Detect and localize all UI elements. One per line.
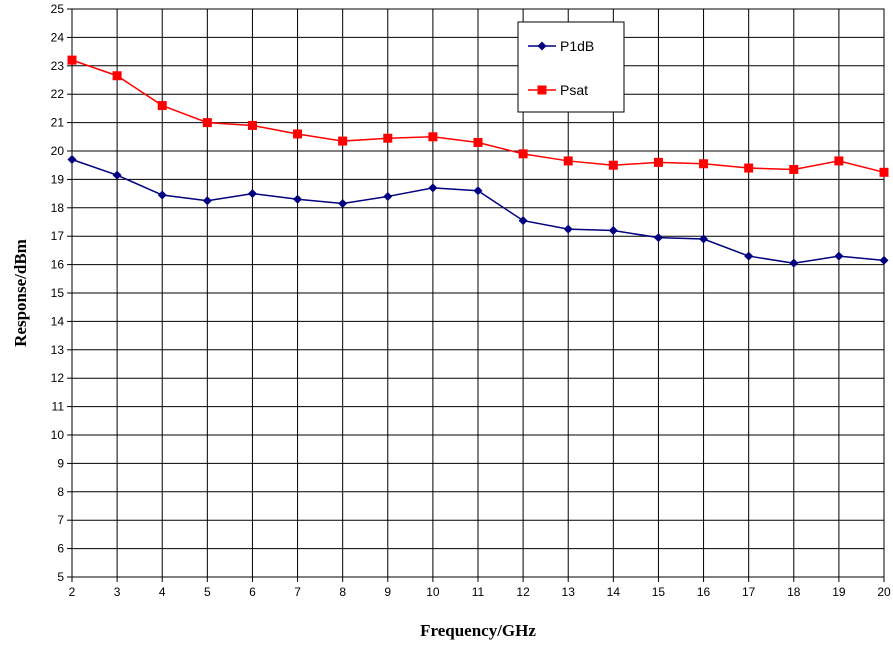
x-tick-label: 7	[294, 585, 301, 599]
series-psat	[67, 55, 889, 177]
legend-label: Psat	[560, 82, 588, 98]
y-tick-label: 20	[51, 144, 65, 158]
x-tick-label: 10	[426, 585, 440, 599]
y-tick-label: 18	[51, 201, 65, 215]
data-point	[834, 156, 844, 166]
data-point	[247, 189, 257, 199]
y-tick-label: 17	[51, 229, 65, 243]
data-point	[744, 163, 754, 173]
y-tick-label: 14	[51, 314, 65, 328]
legend-item-p1db: P1dB	[528, 38, 594, 54]
legend-items: P1dB Psat	[528, 38, 594, 98]
data-point	[473, 186, 483, 196]
x-tick-label: 15	[652, 585, 666, 599]
x-tick-label: 9	[384, 585, 391, 599]
x-tick-label: 19	[832, 585, 846, 599]
legend-label: P1dB	[560, 38, 594, 54]
grid	[71, 8, 885, 578]
x-tick-label: 5	[204, 585, 211, 599]
legend: P1dB Psat	[517, 21, 625, 113]
x-tick-label: 13	[562, 585, 576, 599]
data-point	[202, 196, 212, 206]
data-point	[112, 71, 122, 81]
data-point	[699, 234, 709, 244]
y-tick-label: 6	[57, 542, 64, 556]
data-point	[383, 191, 393, 201]
y-tick-label: 24	[51, 30, 65, 44]
x-tick-label: 17	[742, 585, 756, 599]
data-point	[699, 159, 709, 169]
data-point	[383, 133, 393, 143]
x-tick-label: 8	[339, 585, 346, 599]
data-point	[428, 132, 438, 142]
y-tick-label: 15	[51, 286, 65, 300]
data-point	[834, 251, 844, 261]
data-point	[518, 149, 528, 159]
y-axis-ticks: 5 6 7 8 9 10 11 12 13 14 15 16 17 18 19 20 21 22 23 24 25	[51, 2, 72, 584]
x-axis-ticks: 2 3 4 5 6 7 8 9 10 11 12 13 14 15 16 17 18 19 20	[69, 577, 891, 599]
data-point	[112, 170, 122, 180]
x-tick-label: 4	[159, 585, 166, 599]
data-point	[293, 129, 303, 139]
data-point	[338, 199, 348, 209]
data-point	[608, 226, 618, 236]
data-point	[67, 155, 77, 165]
series-p1db	[67, 155, 889, 268]
x-tick-label: 3	[114, 585, 121, 599]
series-group	[67, 55, 889, 268]
y-tick-label: 11	[52, 400, 65, 414]
legend-box	[517, 21, 625, 113]
data-point	[608, 160, 618, 170]
data-point	[563, 156, 573, 166]
x-tick-label: 16	[697, 585, 711, 599]
y-tick-label: 19	[51, 172, 65, 186]
data-point	[789, 164, 799, 174]
data-point	[879, 167, 889, 177]
x-tick-label: 14	[607, 585, 621, 599]
data-point	[518, 216, 528, 226]
y-tick-label: 5	[57, 570, 64, 584]
data-point	[247, 120, 257, 130]
y-tick-label: 16	[51, 258, 65, 272]
y-tick-label: 8	[57, 485, 64, 499]
data-point	[428, 183, 438, 193]
y-tick-label: 25	[51, 2, 65, 16]
data-point	[879, 255, 889, 265]
legend-marker	[537, 85, 547, 95]
y-tick-label: 9	[57, 456, 64, 470]
y-tick-label: 23	[51, 59, 65, 73]
data-point	[293, 194, 303, 204]
y-tick-label: 7	[57, 513, 64, 527]
data-point	[202, 118, 212, 128]
y-axis-title: Response/dBm	[11, 239, 30, 347]
y-tick-label: 21	[51, 116, 65, 130]
data-point	[653, 157, 663, 167]
x-axis-title: Frequency/GHz	[420, 621, 536, 640]
x-tick-label: 6	[249, 585, 256, 599]
legend-marker	[537, 41, 547, 51]
y-tick-label: 13	[51, 343, 65, 357]
data-point	[473, 137, 483, 147]
data-point	[338, 136, 348, 146]
x-tick-label: 18	[787, 585, 801, 599]
x-tick-label: 12	[516, 585, 530, 599]
y-tick-label: 10	[51, 428, 65, 442]
x-tick-label: 11	[472, 585, 485, 599]
data-point	[744, 251, 754, 261]
x-tick-label: 2	[69, 585, 76, 599]
data-point	[563, 224, 573, 234]
data-point	[67, 55, 77, 65]
y-tick-label: 22	[51, 87, 65, 101]
data-point	[157, 190, 167, 200]
y-tick-label: 12	[51, 371, 65, 385]
data-point	[157, 101, 167, 111]
data-point	[653, 233, 663, 243]
data-point	[789, 258, 799, 268]
legend-item-psat: Psat	[528, 82, 588, 98]
x-tick-label: 20	[877, 585, 891, 599]
